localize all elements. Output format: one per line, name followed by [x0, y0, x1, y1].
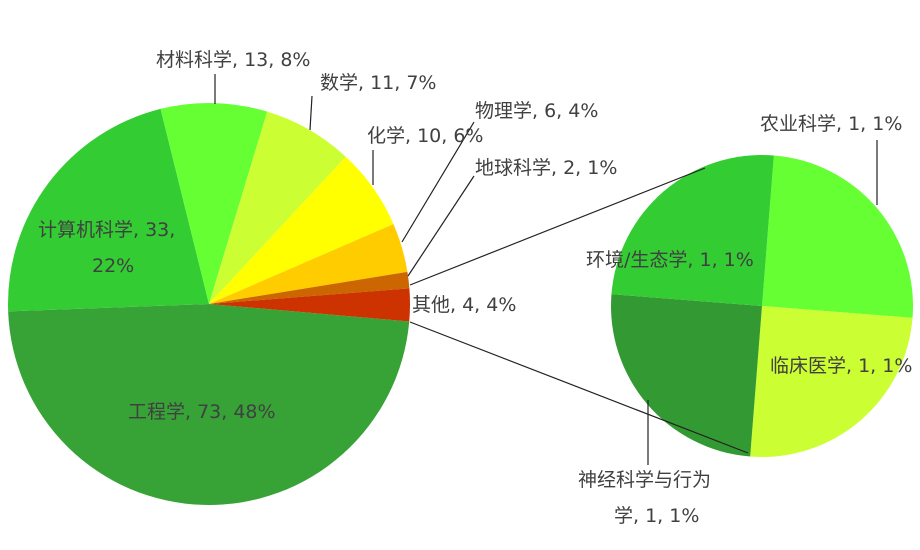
- pie-slice-物理学: [209, 224, 408, 304]
- pie-slice-农业科学: [762, 155, 914, 318]
- pie-slice-其他: [209, 288, 411, 322]
- pie-slice-材料科学: [160, 103, 268, 304]
- leader-line: [407, 175, 475, 277]
- label-agriculture: 农业科学, 1, 1%: [760, 113, 902, 135]
- label-earth-science: 地球科学, 2, 1%: [475, 157, 617, 179]
- label-neuroscience-2: 学, 1, 1%: [614, 505, 699, 527]
- label-materials: 材料科学, 13, 8%: [156, 49, 310, 71]
- pie-slice-工程学: [8, 304, 410, 505]
- label-neuroscience-1: 神经科学与行为: [578, 469, 711, 491]
- pie-slice-神经科学与行为学: [611, 294, 762, 457]
- pie-slice-计算机科学: [8, 108, 210, 312]
- label-physics: 物理学, 6, 4%: [475, 100, 598, 122]
- pie-slice-临床医学: [750, 306, 913, 457]
- leader-line: [309, 95, 313, 131]
- main-pie: [8, 103, 411, 505]
- label-computer-science-1: 计算机科学, 33,: [38, 219, 175, 241]
- secondary-pie: [611, 155, 914, 457]
- label-computer-science-2: 22%: [92, 255, 134, 277]
- label-chemistry: 化学, 10, 6%: [367, 125, 483, 147]
- connector-line-bottom: [409, 321, 749, 454]
- leader-line: [401, 121, 475, 243]
- pie-slice-化学: [209, 156, 394, 304]
- pie-slice-数学: [209, 111, 346, 305]
- label-engineering: 工程学, 73, 48%: [128, 401, 276, 423]
- connector-line-top: [409, 167, 706, 286]
- pie-slice-环境/生态学: [611, 155, 774, 306]
- label-environment-ecology: 环境/生态学, 1, 1%: [586, 249, 754, 271]
- label-math: 数学, 11, 7%: [320, 72, 436, 94]
- label-other: 其他, 4, 4%: [412, 294, 516, 316]
- label-clinical-medicine: 临床医学, 1, 1%: [770, 355, 912, 377]
- pie-slice-地球科学: [209, 271, 410, 304]
